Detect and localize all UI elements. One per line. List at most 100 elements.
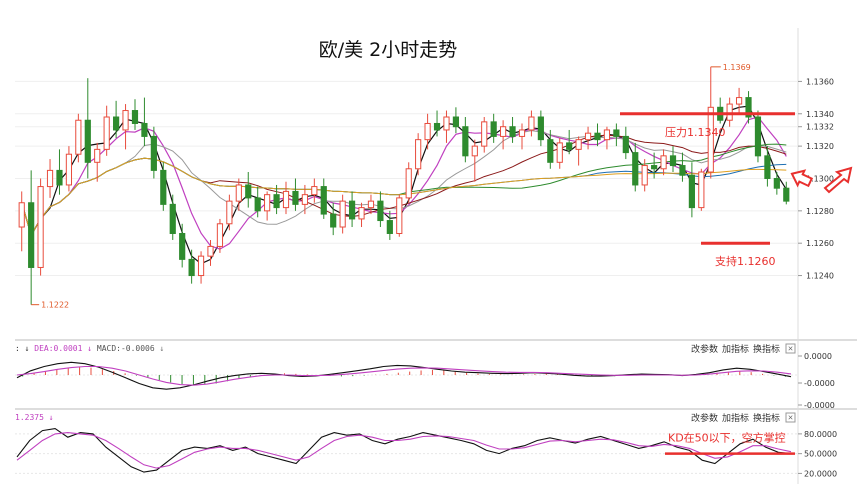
panel-close-button[interactable]: × <box>785 412 796 423</box>
candle-body <box>745 97 752 118</box>
candle <box>556 138 563 169</box>
candle <box>122 104 129 150</box>
candle-body <box>65 153 73 186</box>
candle <box>339 194 346 234</box>
candle-body <box>613 129 620 137</box>
candle <box>433 110 441 137</box>
candle <box>651 152 658 179</box>
candle <box>726 97 733 127</box>
panel-button[interactable]: 换指标 <box>753 343 780 355</box>
candle-body <box>773 177 780 189</box>
candle <box>773 172 780 195</box>
candle <box>547 129 554 169</box>
kd-note: KD在50以下，空方掌控 <box>668 431 786 445</box>
candle <box>216 218 224 253</box>
candle-body <box>669 155 677 167</box>
candle-body <box>735 97 743 105</box>
panel-button[interactable]: 改参数 <box>691 343 718 355</box>
candle-body <box>197 255 205 277</box>
macd-dea-line <box>16 365 792 386</box>
candle-body <box>594 132 601 141</box>
candle <box>603 126 611 150</box>
candle-body <box>641 165 648 186</box>
candle-body <box>292 190 299 205</box>
candle <box>688 162 695 218</box>
candle-body <box>103 116 110 150</box>
candle <box>537 110 544 147</box>
ma-line <box>21 157 787 237</box>
candle-body <box>367 200 375 209</box>
candle <box>320 178 327 219</box>
candle-body <box>698 171 705 209</box>
candle <box>348 191 356 228</box>
direction-arrows-icon <box>790 166 853 194</box>
macd-value: MACD:-0.0006 <box>97 344 155 353</box>
panel-button[interactable]: 加指标 <box>722 412 749 424</box>
panel-button[interactable]: 换指标 <box>753 412 780 424</box>
price-tick-label: 1.1340 <box>806 110 834 119</box>
ma-line <box>21 130 787 237</box>
price-tick-label: 1.1300 <box>806 174 834 183</box>
candle <box>65 146 73 192</box>
panel-close-button[interactable]: × <box>785 343 796 354</box>
candle <box>660 149 667 176</box>
candle-body <box>783 187 790 202</box>
candle-body <box>471 145 478 157</box>
candle-body <box>179 232 186 260</box>
panel-button[interactable]: 改参数 <box>691 412 718 424</box>
candle-body <box>575 139 582 150</box>
candle-body <box>84 119 91 163</box>
svg-text:1.2375 ↓: 1.2375 ↓ <box>15 413 54 422</box>
candle-body <box>282 190 290 209</box>
candle-body <box>339 200 346 228</box>
candle-body <box>584 132 592 141</box>
candle <box>575 136 582 166</box>
panel-button[interactable]: 加指标 <box>722 343 749 355</box>
candle-body <box>141 122 148 137</box>
candle-body <box>688 174 695 209</box>
moving-average-lines <box>21 105 787 265</box>
candle-body <box>160 169 167 205</box>
candle-body <box>216 223 224 247</box>
candle <box>188 249 195 284</box>
candle-body <box>660 155 667 170</box>
candle <box>500 120 507 150</box>
candle-body <box>622 135 629 154</box>
candle <box>94 142 101 182</box>
candle <box>764 146 771 187</box>
macd-tick-label: 0.0000 <box>804 352 832 361</box>
macd-panel: : ↓ DEA:0.0001 ↓ MACD:-0.0006 ↓ 改参数 加指标 换指… <box>15 343 835 410</box>
price-tick-label: 1.1332 <box>806 123 834 132</box>
macd-header-lead: : ↓ <box>15 344 34 353</box>
candle-body <box>518 129 526 137</box>
candle <box>471 139 478 182</box>
candle <box>273 184 280 215</box>
price-tick-label: 1.1240 <box>806 272 834 281</box>
ma-line <box>21 116 787 250</box>
candle-body <box>537 116 544 141</box>
candle <box>131 99 139 130</box>
kd-axis-ticks: 80.0000 50.0000 20.0000 <box>798 430 837 478</box>
candle <box>254 186 261 218</box>
candle-body <box>56 169 63 186</box>
close-icon: × <box>788 344 793 354</box>
candle <box>282 181 290 215</box>
panel-close-box <box>785 343 796 354</box>
kd-k-line <box>16 428 792 473</box>
candle <box>528 110 535 137</box>
macd-dif-line <box>16 361 792 390</box>
candle <box>396 194 403 237</box>
candle <box>452 107 460 134</box>
kd-lines <box>16 428 792 473</box>
candle-body <box>37 186 44 268</box>
candle <box>150 126 157 179</box>
candle <box>462 117 469 163</box>
candle-body <box>443 116 450 131</box>
candle-body <box>500 126 507 137</box>
candle-body <box>226 200 233 225</box>
candle <box>37 178 44 276</box>
candle <box>481 117 488 153</box>
candle-body <box>707 106 714 173</box>
resistance-label: 压力1.1340 <box>665 126 726 139</box>
candle <box>264 191 271 221</box>
